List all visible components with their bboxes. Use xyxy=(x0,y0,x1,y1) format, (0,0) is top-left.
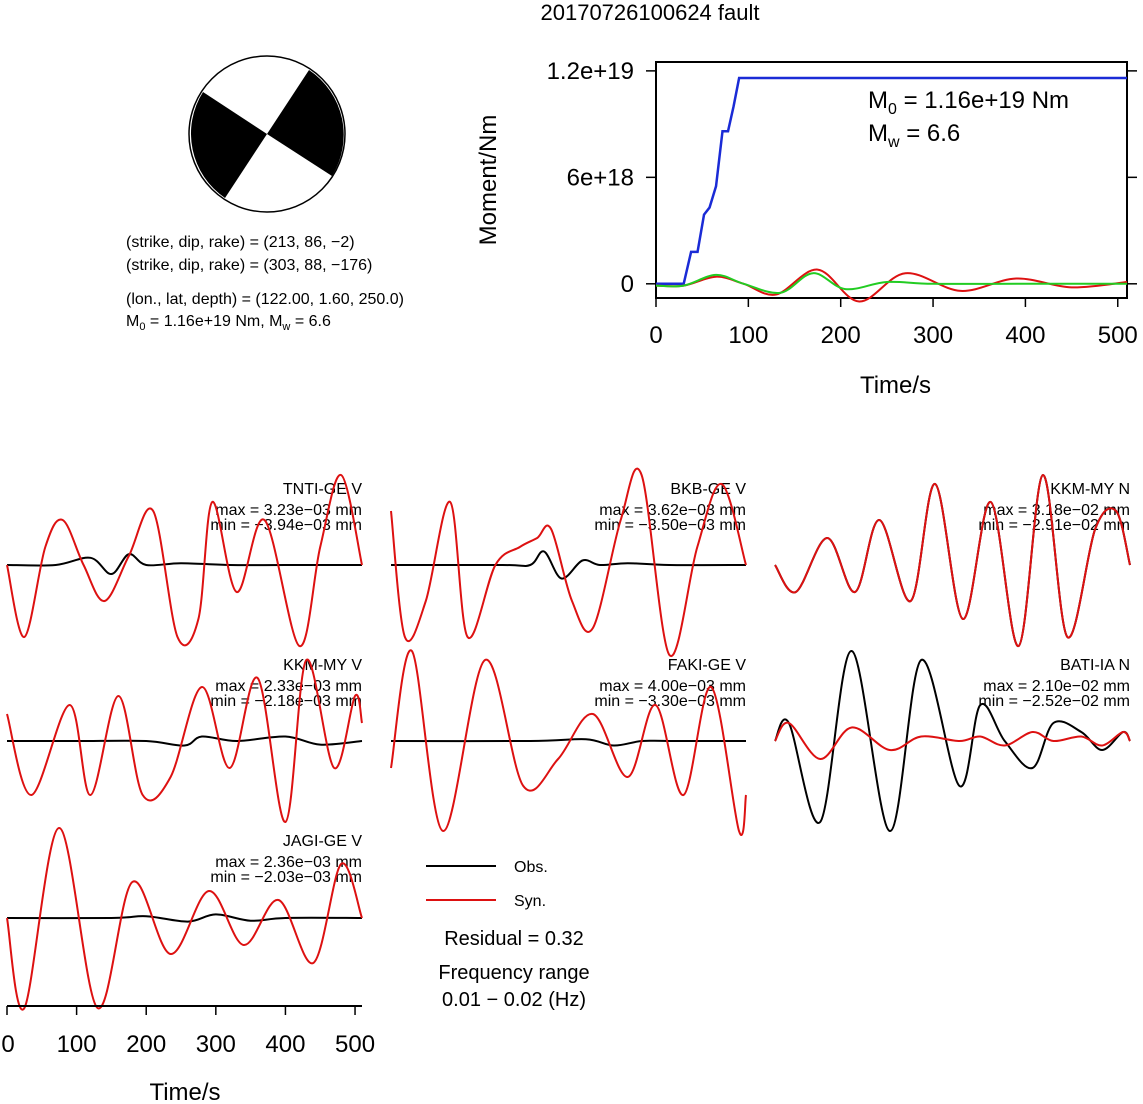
frequency-range-label: Frequency range xyxy=(438,962,589,984)
station-label: TNTI-GE V xyxy=(283,481,362,498)
observed-trace xyxy=(6,913,363,923)
station-min: min = −3.30e−03 mm xyxy=(594,693,746,710)
station-label: KKM-MY N xyxy=(1050,481,1130,498)
observed-trace xyxy=(6,553,362,575)
residual-label: Residual = 0.32 xyxy=(444,928,584,950)
synthetic-trace xyxy=(774,473,1131,648)
station-max: max = 4.00e−03 mm xyxy=(599,678,746,695)
moment-xtick-label: 400 xyxy=(1005,322,1045,349)
legend: Obs. Syn. Residual = 0.32 Frequency rang… xyxy=(426,859,590,1011)
moment-series-cumulative xyxy=(656,76,1127,286)
beachball-compressional-quadrant-b xyxy=(190,92,267,198)
station-min: min = −3.94e−03 mm xyxy=(210,517,362,534)
waveform-xtick-label: 300 xyxy=(196,1031,236,1058)
moment-rate-chart: 0 100 200 300 400 500 0 6e+18 1.2e+19 Time/s Momen… xyxy=(475,58,1138,399)
station-label: BKB-GE V xyxy=(670,481,746,498)
moment-ylabel: Moment/Nm xyxy=(475,115,502,246)
moment-xtick-label: 300 xyxy=(913,322,953,349)
mechanism-moment: M0 = 1.16e+19 Nm, Mw = 6.6 xyxy=(126,313,331,333)
station-min: min = −2.18e−03 mm xyxy=(210,693,362,710)
waveform-xlabel: Time/s xyxy=(149,1079,220,1104)
station-label: BATI-IA N xyxy=(1060,657,1130,674)
moment-mw-annotation: Mw = 6.6 xyxy=(868,120,960,151)
station-min: min = −2.03e−03 mm xyxy=(210,869,362,886)
moment-series-green xyxy=(655,272,1127,294)
station-max: max = 2.36e−03 mm xyxy=(215,854,362,871)
legend-obs-label: Obs. xyxy=(514,859,548,876)
moment-series-red xyxy=(655,268,1128,303)
moment-xlabel: Time/s xyxy=(860,372,931,399)
moment-ytick-label: 0 xyxy=(621,271,634,298)
moment-ytick-label: 1.2e+19 xyxy=(547,58,634,85)
beachball-compressional-quadrant-a xyxy=(267,70,344,176)
mechanism-nodal-plane-1: (strike, dip, rake) = (213, 86, −2) xyxy=(126,234,355,251)
synthetic-trace xyxy=(390,467,747,657)
observed-trace xyxy=(774,649,1131,833)
synthetic-trace xyxy=(6,826,363,1011)
synthetic-trace xyxy=(774,721,1131,760)
waveform-xtick-label: 500 xyxy=(335,1031,375,1058)
moment-xtick-label: 200 xyxy=(821,322,861,349)
moment-xtick-label: 500 xyxy=(1098,322,1138,349)
station-min: min = −2.91e−02 mm xyxy=(978,517,1130,534)
synthetic-trace xyxy=(6,658,363,824)
station-max: max = 2.10e−02 mm xyxy=(983,678,1130,695)
legend-syn-label: Syn. xyxy=(514,893,546,910)
figure-title: 20170726100624 fault xyxy=(541,0,760,25)
station-label: JAGI-GE V xyxy=(283,833,362,850)
observed-trace xyxy=(390,738,746,747)
station-label: FAKI-GE V xyxy=(668,657,747,674)
moment-xtick-label: 100 xyxy=(728,322,768,349)
beachball xyxy=(188,55,346,213)
waveform-xtick-label: 0 xyxy=(1,1031,14,1058)
mechanism-nodal-plane-2: (strike, dip, rake) = (303, 88, −176) xyxy=(126,257,372,274)
frequency-range-value: 0.01 − 0.02 (Hz) xyxy=(442,989,586,1011)
station-max: max = 3.18e−02 mm xyxy=(983,502,1130,519)
station-label: KKM-MY V xyxy=(283,657,362,674)
moment-m0-annotation: M0 = 1.16e+19 Nm xyxy=(868,87,1069,118)
station-max: max = 3.23e−03 mm xyxy=(215,502,362,519)
moment-plot-frame xyxy=(655,61,1128,299)
observed-trace xyxy=(7,735,363,747)
synthetic-trace xyxy=(6,473,363,648)
synthetic-trace xyxy=(390,649,747,836)
waveform-xtick-label: 400 xyxy=(265,1031,305,1058)
observed-trace xyxy=(390,550,747,580)
waveform-time-axis: 0 100 200 300 400 500 Time/s xyxy=(1,1005,375,1104)
moment-ytick-label: 6e+18 xyxy=(567,164,634,191)
moment-xtick-label: 0 xyxy=(649,322,662,349)
mechanism-location: (lon., lat, depth) = (122.00, 1.60, 250.… xyxy=(126,291,404,308)
station-min: min = −3.50e−03 mm xyxy=(594,517,746,534)
station-min: min = −2.52e−02 mm xyxy=(978,693,1130,710)
waveform-xtick-label: 200 xyxy=(126,1031,166,1058)
waveform-xtick-label: 100 xyxy=(57,1031,97,1058)
